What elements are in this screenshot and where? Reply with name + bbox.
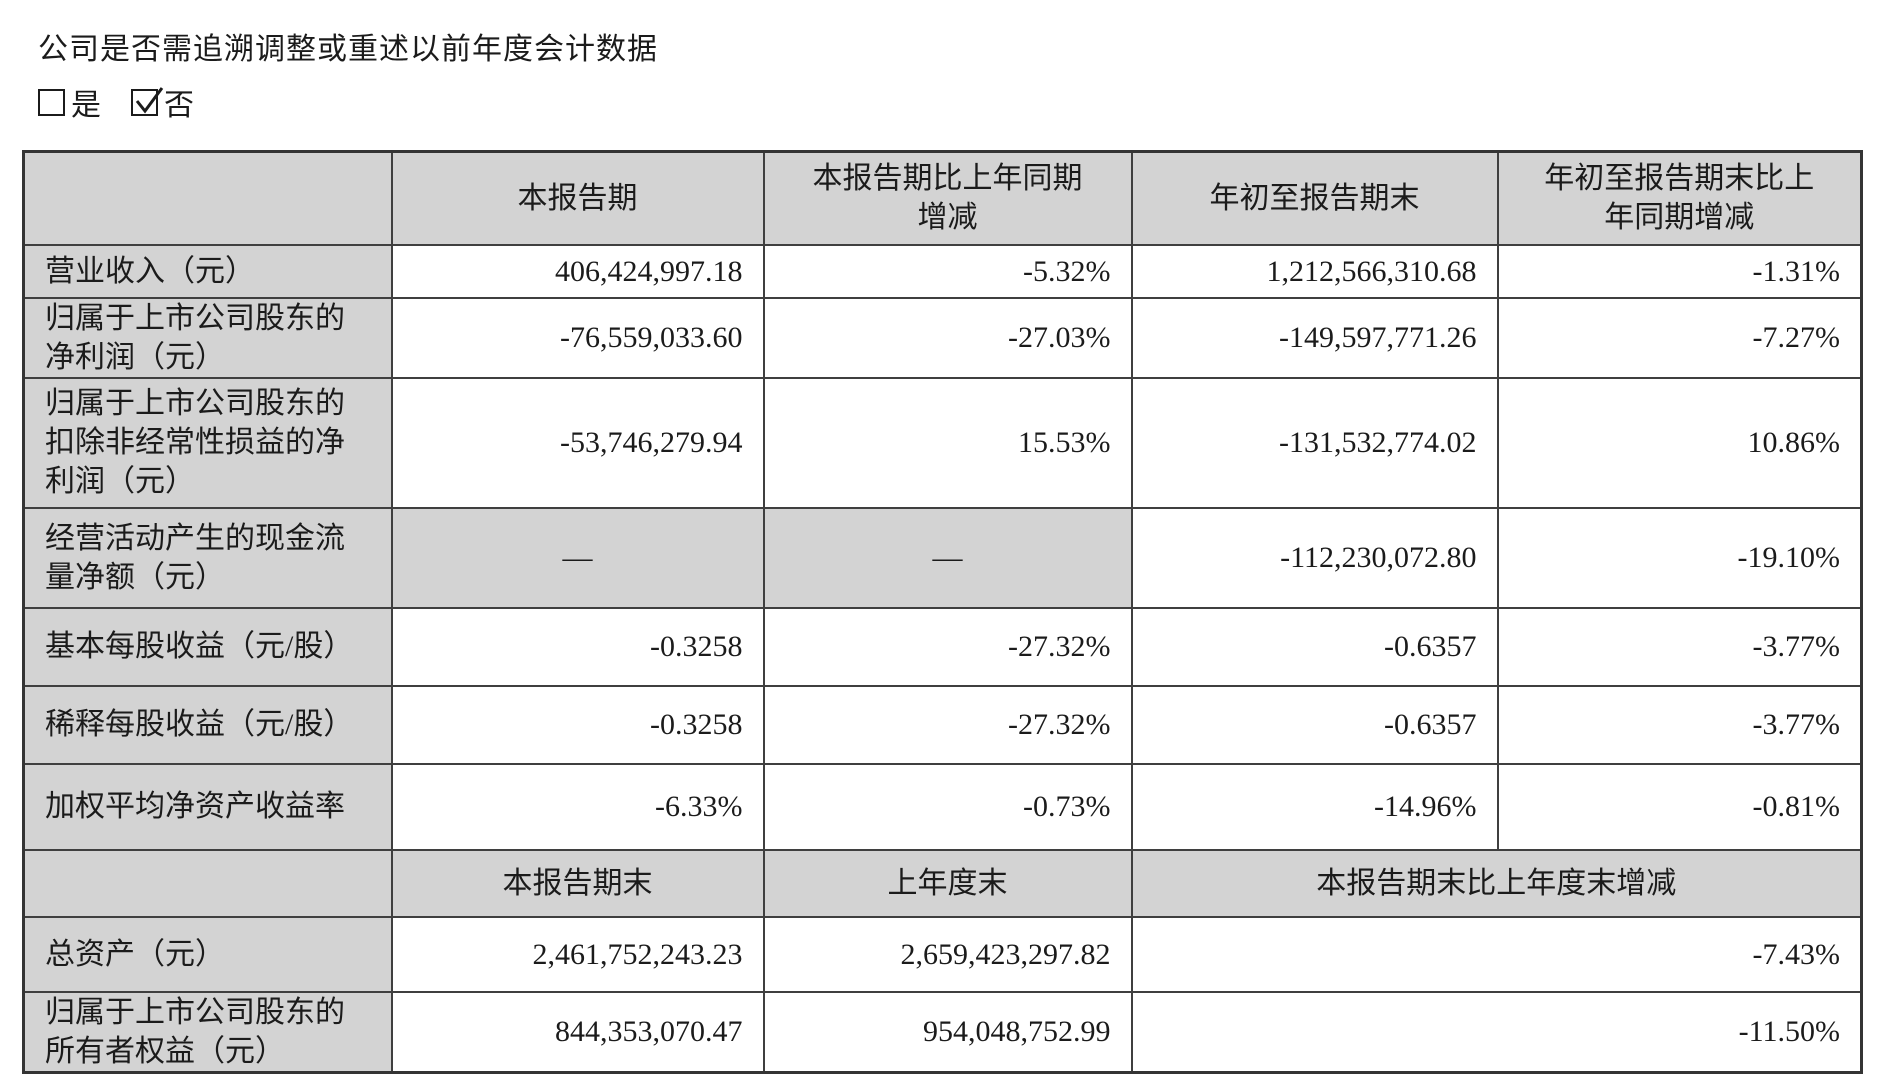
header-blank-cell <box>22 150 393 246</box>
header-yoy-change-text: 本报告期比上年同期增减 <box>812 162 1083 235</box>
key-accounting-data-table: 本报告期 本报告期比上年同期增减 年初至报告期末 年初至报告期末比上年同期增减 … <box>22 150 1863 1074</box>
checkbox-unchecked-icon <box>38 88 65 116</box>
row-basic-eps: 基本每股收益（元/股） -0.3258 -27.32% -0.6357 -3.7… <box>22 606 1863 687</box>
cell-current-period: -76,559,033.60 <box>390 296 765 379</box>
cell-yoy-change: -27.32% <box>762 606 1133 687</box>
row-net-profit-excl-nonrecurring: 归属于上市公司股东的扣除非经常性损益的净利润（元） -53,746,279.94… <box>22 376 1863 509</box>
cell-current-period: -0.3258 <box>390 684 765 765</box>
cell-yoy-change: — <box>762 506 1133 609</box>
row-label: 归属于上市公司股东的净利润（元） <box>22 296 393 379</box>
header-current-period-end: 本报告期末 <box>390 848 765 918</box>
row-label: 稀释每股收益（元/股） <box>22 684 393 765</box>
cell-yoy-change: -0.73% <box>762 762 1133 851</box>
header-current-period: 本报告期 <box>390 150 765 246</box>
cell-period-end-change: -11.50% <box>1130 990 1863 1073</box>
header-yoy-change: 本报告期比上年同期增减 <box>762 150 1133 246</box>
cell-ytd: -0.6357 <box>1130 606 1499 687</box>
cell-ytd: 1,212,566,310.68 <box>1130 243 1499 299</box>
cell-current-period-end: 2,461,752,243.23 <box>390 915 765 993</box>
option-no: 否 <box>131 80 194 124</box>
row-total-assets: 总资产（元） 2,461,752,243.23 2,659,423,297.82… <box>22 915 1863 993</box>
row-label: 总资产（元） <box>22 915 393 993</box>
cell-current-period: -0.3258 <box>390 606 765 687</box>
cell-prior-year-end: 2,659,423,297.82 <box>762 915 1133 993</box>
cell-current-period-end: 844,353,070.47 <box>390 990 765 1073</box>
cell-ytd: -14.96% <box>1130 762 1499 851</box>
row-owners-equity: 归属于上市公司股东的所有者权益（元） 844,353,070.47 954,04… <box>22 990 1863 1073</box>
cell-ytd-yoy-change: -1.31% <box>1496 243 1863 299</box>
option-yes: 是 <box>38 80 101 124</box>
cell-ytd: -131,532,774.02 <box>1130 376 1499 509</box>
row-label: 基本每股收益（元/股） <box>22 606 393 687</box>
restatement-options: 是 否 <box>38 80 194 124</box>
row-label: 经营活动产生的现金流量净额（元） <box>22 506 393 609</box>
cell-current-period: 406,424,997.18 <box>390 243 765 299</box>
row-label: 归属于上市公司股东的所有者权益（元） <box>22 990 393 1073</box>
cell-yoy-change: 15.53% <box>762 376 1133 509</box>
row-label: 加权平均净资产收益率 <box>22 762 393 851</box>
header-prior-year-end: 上年度末 <box>762 848 1133 918</box>
row-weighted-avg-roe: 加权平均净资产收益率 -6.33% -0.73% -14.96% -0.81% <box>22 762 1863 851</box>
row-operating-revenue: 营业收入（元） 406,424,997.18 -5.32% 1,212,566,… <box>22 243 1863 299</box>
cell-ytd-yoy-change: -3.77% <box>1496 684 1863 765</box>
cell-current-period: — <box>390 506 765 609</box>
row-label: 归属于上市公司股东的扣除非经常性损益的净利润（元） <box>22 376 393 509</box>
row-net-profit-attributable: 归属于上市公司股东的净利润（元） -76,559,033.60 -27.03% … <box>22 296 1863 379</box>
cell-ytd-yoy-change: -19.10% <box>1496 506 1863 609</box>
cell-period-end-change: -7.43% <box>1130 915 1863 993</box>
cell-ytd-yoy-change: 10.86% <box>1496 376 1863 509</box>
row-diluted-eps: 稀释每股收益（元/股） -0.3258 -27.32% -0.6357 -3.7… <box>22 684 1863 765</box>
option-no-label: 否 <box>164 89 194 122</box>
row-operating-cash-flow: 经营活动产生的现金流量净额（元） — — -112,230,072.80 -19… <box>22 506 1863 609</box>
header-row-period-end: 本报告期末 上年度末 本报告期末比上年度末增减 <box>22 848 1863 918</box>
restatement-question: 公司是否需追溯调整或重述以前年度会计数据 <box>38 33 658 66</box>
header-ytd-yoy-change: 年初至报告期末比上年同期增减 <box>1496 150 1863 246</box>
header-blank-cell <box>22 848 393 918</box>
header-ytd: 年初至报告期末 <box>1130 150 1499 246</box>
header-row-period: 本报告期 本报告期比上年同期增减 年初至报告期末 年初至报告期末比上年同期增减 <box>22 150 1863 246</box>
cell-current-period: -6.33% <box>390 762 765 851</box>
cell-ytd-yoy-change: -3.77% <box>1496 606 1863 687</box>
header-period-end-change: 本报告期末比上年度末增减 <box>1130 848 1863 918</box>
cell-ytd: -149,597,771.26 <box>1130 296 1499 379</box>
cell-ytd-yoy-change: -0.81% <box>1496 762 1863 851</box>
header-ytd-yoy-change-text: 年初至报告期末比上年同期增减 <box>1544 162 1815 235</box>
cell-yoy-change: -27.32% <box>762 684 1133 765</box>
checkbox-checked-icon <box>131 86 164 116</box>
cell-ytd: -0.6357 <box>1130 684 1499 765</box>
option-yes-label: 是 <box>71 89 101 122</box>
cell-ytd-yoy-change: -7.27% <box>1496 296 1863 379</box>
row-label: 营业收入（元） <box>22 243 393 299</box>
cell-prior-year-end: 954,048,752.99 <box>762 990 1133 1073</box>
cell-current-period: -53,746,279.94 <box>390 376 765 509</box>
cell-yoy-change: -5.32% <box>762 243 1133 299</box>
cell-ytd: -112,230,072.80 <box>1130 506 1499 609</box>
cell-yoy-change: -27.03% <box>762 296 1133 379</box>
